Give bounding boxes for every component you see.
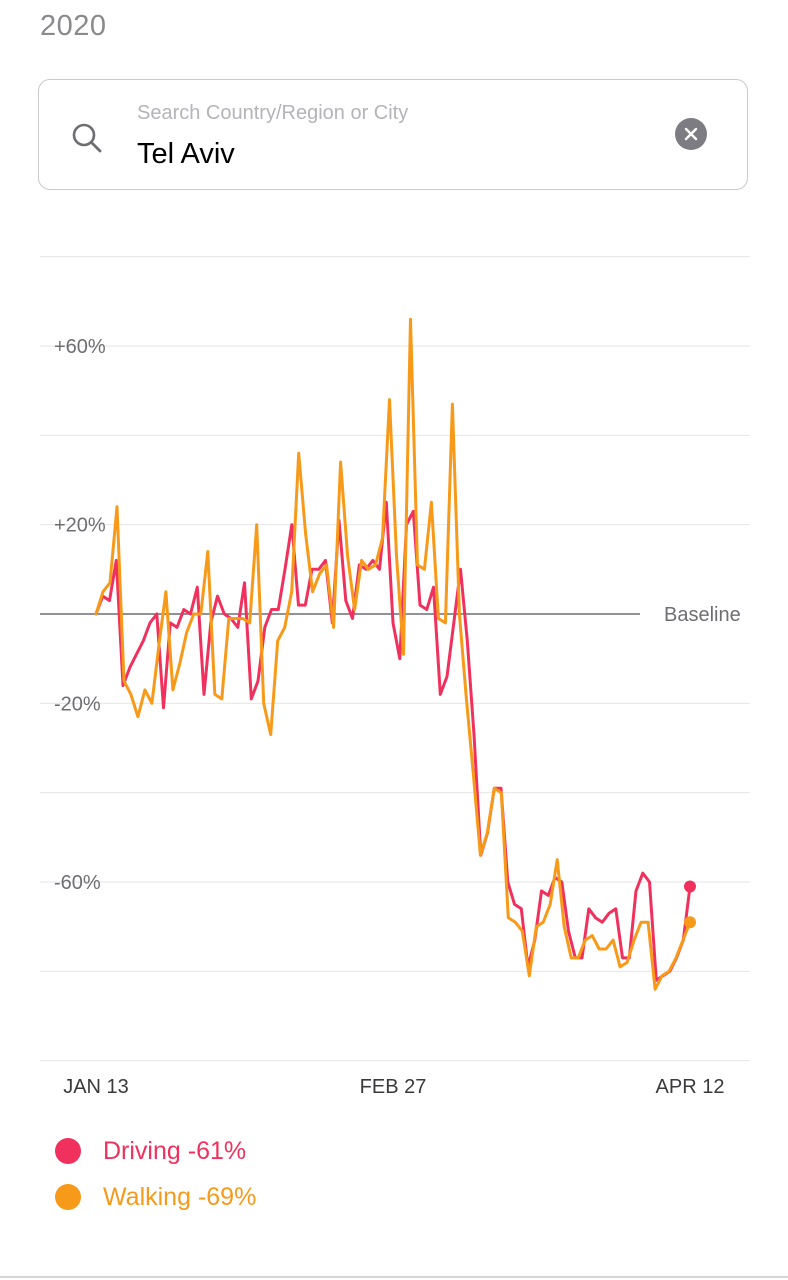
legend-item-driving: Driving -61% <box>55 1128 256 1174</box>
series-line-walking <box>94 317 692 991</box>
series-end-point-walking <box>684 916 696 929</box>
search-placeholder: Search Country/Region or City <box>137 102 409 124</box>
search-box[interactable]: Search Country/Region or City Tel Aviv <box>38 79 748 190</box>
x-tick-label: JAN 13 <box>63 1076 129 1098</box>
legend-dot-walking <box>55 1184 81 1210</box>
legend-label-driving: Driving -61% <box>103 1136 247 1165</box>
y-tick-label: +20% <box>54 515 106 537</box>
series-end-point-driving <box>684 880 696 893</box>
mobility-line-chart: Baseline +60% +20% -20% -60% JAN 13 FEB 27 APR … <box>40 256 750 1098</box>
y-tick-label: -60% <box>54 872 101 894</box>
chart-legend: Driving -61% Walking -69% <box>55 1128 256 1220</box>
clear-search-button[interactable] <box>675 118 707 150</box>
y-tick-label: -20% <box>54 693 101 715</box>
x-tick-label: FEB 27 <box>360 1076 427 1098</box>
series-line-driving <box>94 500 692 982</box>
y-tick-label: +60% <box>54 336 106 358</box>
bottom-divider <box>0 1276 788 1278</box>
legend-label-walking: Walking -69% <box>103 1182 257 1211</box>
search-input[interactable]: Tel Aviv <box>137 138 235 170</box>
search-icon <box>72 123 102 153</box>
x-tick-label: APR 12 <box>656 1076 725 1098</box>
legend-dot-driving <box>55 1138 81 1164</box>
baseline-label: Baseline <box>664 604 741 626</box>
heading-year: 2020 <box>40 10 107 42</box>
clear-icon <box>684 127 698 141</box>
legend-item-walking: Walking -69% <box>55 1174 256 1220</box>
